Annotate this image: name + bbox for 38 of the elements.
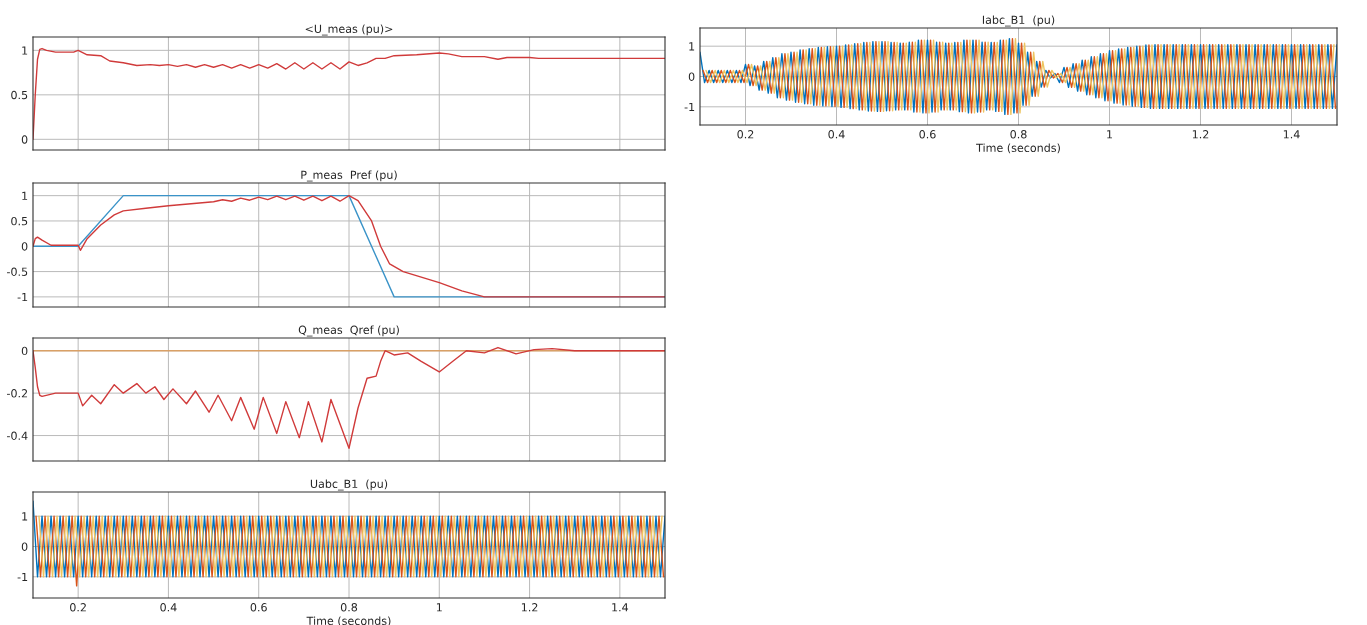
y-tick-label: 0 [688,72,695,81]
chart-title: P_meas Pref (pu) [301,170,397,182]
y-tick-label: 1 [22,191,28,200]
x-tick-label: 0.8 [1010,130,1027,139]
y-tick-label: 1 [22,512,28,521]
chart-title: <U_meas (pu)> [305,24,393,36]
line-series [33,346,665,449]
x-tick-label: 0.6 [919,130,936,139]
x-tick-label: 1 [1107,130,1113,139]
y-tick-label: -0.4 [7,431,28,440]
x-tick-label: 0.8 [340,603,358,612]
y-tick-label: 0.5 [11,216,28,226]
x-axis-title: Time (seconds) [976,143,1060,154]
y-tick-label: -0.5 [7,267,28,276]
y-tick-label: 1 [689,42,695,51]
y-tick-label: -1 [684,102,695,112]
x-tick-label: 1.4 [612,603,629,612]
x-tick-label: 1.2 [521,603,538,612]
y-tick-label: 0 [21,542,28,551]
x-tick-label: 0.2 [70,603,86,612]
y-tick-label: -1 [17,293,28,302]
y-tick-label: 0 [21,242,28,251]
x-tick-label: 0.6 [250,603,267,612]
y-tick-label: -0.2 [7,389,28,398]
y-tick-label: 0 [21,135,28,144]
x-tick-label: 0.4 [160,603,177,612]
x-tick-label: 1.2 [1192,130,1209,139]
x-tick-label: 0.4 [828,130,845,139]
x-tick-label: 1.4 [1283,130,1300,139]
x-tick-label: 0.2 [737,130,754,139]
y-tick-label: 0.5 [11,90,28,100]
chart-title: Q_meas Qref (pu) [298,325,399,337]
y-tick-label: 1 [22,46,28,55]
x-tick-label: 1 [436,603,442,612]
y-tick-label: -1 [17,572,28,582]
chart-title: Uabc_B1 (pu) [310,479,388,491]
y-tick-label: 0 [21,346,28,356]
chart-title: Iabc_B1 (pu) [982,15,1055,27]
